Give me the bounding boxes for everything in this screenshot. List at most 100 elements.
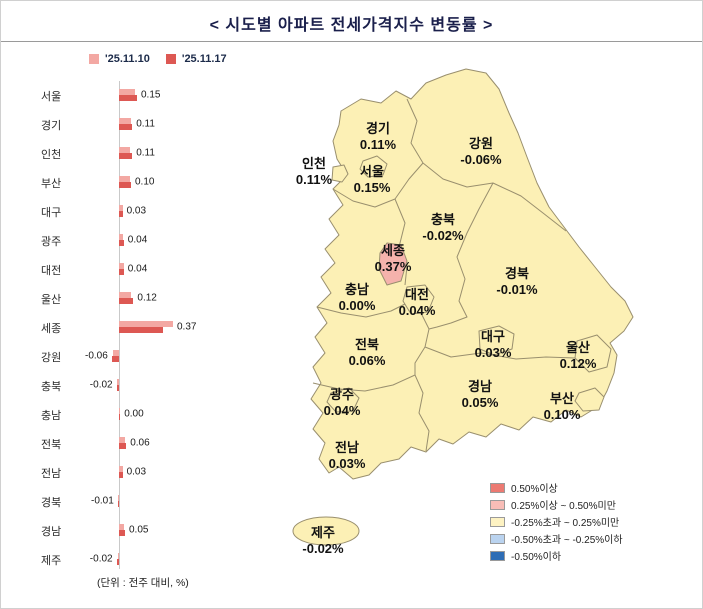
unit-note: (단위 : 전주 대비, %) [97,577,189,589]
bar-curr [119,298,134,304]
bar-category-label: 강원 [41,352,62,364]
bar-value-label: 0.04 [127,234,148,246]
border-jeonnam-gyeongnam [414,374,430,452]
bar-curr [119,530,125,536]
map-legend-item: -0.50%초과 ~ -0.25%이하 [490,530,623,547]
map-legend-item: -0.25%초과 ~ 0.25%미만 [490,513,623,530]
bar-curr [119,472,123,478]
bar-curr [119,124,133,130]
border-chungbuk-gyeongbuk [428,182,494,330]
region-ulsan [574,334,612,373]
map-legend-swatch [490,499,505,510]
bar-value-label: 0.06 [130,437,150,449]
bar-category-label: 부산 [41,178,62,190]
bar-category-label: 제주 [41,555,62,567]
bar-value-label: -0.02 [89,379,113,391]
bar-value-label: 0.11 [136,147,155,159]
province-borders [312,98,576,452]
map-legend-swatch [490,550,505,561]
bar-prev [113,350,119,356]
bar-prev [119,408,121,414]
title-divider [1,41,702,42]
border-gyeonggi-gangwon [406,98,424,164]
bar-value-label: -0.06 [85,350,108,362]
bar-curr [116,385,119,391]
border-gyeonggi-south [332,162,424,208]
map-legend-item: -0.50%이하 [490,547,623,564]
bar-prev [119,234,123,240]
bar-value-label: 0.12 [137,292,157,304]
map-legend-label: -0.50%초과 ~ -0.25%이하 [511,535,623,546]
region-daejeon [402,284,435,315]
border-gyeongbuk-gyeongnam [424,346,576,360]
bar-prev [119,89,135,95]
bar-value-label: 0.15 [141,89,161,101]
map-legend: 0.50%이상 0.25%이상 ~ 0.50%미만 -0.25%초과 ~ 0.25%… [490,479,623,564]
bar-value-label: 0.00 [124,408,144,420]
region-daegu [478,325,515,356]
bar-category-label: 대구 [41,207,62,219]
map-legend-label: -0.25%초과 ~ 0.25%미만 [511,518,620,529]
bar-category-label: 세종 [41,323,62,335]
bar-curr [116,559,119,565]
bar-value-label: 0.10 [135,176,155,188]
bar-curr [117,501,119,507]
region-sejong [378,242,408,286]
bar-prev [119,466,123,472]
bar-curr [119,182,131,188]
bar-curr [111,356,119,362]
bar-curr [119,269,124,275]
border-chungnam-jeonbuk [316,302,408,318]
legend-label-curr: '25.11.17 [181,53,227,65]
bar-value-label: 0.03 [126,205,147,217]
bar-prev [119,292,131,298]
map-legend-label: 0.50%이상 [511,484,558,495]
page-title: < 시도별 아파트 전세가격지수 변동률 > [209,17,494,34]
bar-value-label: 0.04 [127,263,148,275]
bar-prev [119,263,124,269]
bar-prev [119,118,131,124]
bar-category-label: 경남 [41,526,62,538]
bar-category-label: 경기 [41,120,62,132]
region-jeju [292,516,360,546]
bar-category-label: 광주 [41,236,62,248]
map-legend-label: -0.50%이하 [511,552,562,563]
korea-map [292,68,634,546]
bar-curr [119,414,120,420]
map-legend-swatch [490,533,505,544]
region-busan [574,387,605,412]
map-legend-swatch [490,482,505,493]
map-legend-label: 0.25%이상 ~ 0.50%미만 [511,501,616,512]
bar-category-label: 전남 [41,468,62,480]
bar-prev [119,205,123,211]
bar-prev [119,321,173,327]
map-legend-item: 0.50%이상 [490,479,623,496]
bar-value-label: -0.01 [91,495,114,507]
bar-prev [119,176,130,182]
bar-value-label: 0.05 [129,524,149,536]
bar-category-label: 울산 [41,294,62,306]
bar-curr [119,327,164,333]
bar-curr [119,443,127,449]
mainland-region [310,68,634,480]
border-jeonbuk-jeonnam [312,374,416,392]
bar-category-label: 경북 [41,497,62,509]
bar-category-label: 인천 [41,149,62,161]
bar-prev [119,524,124,530]
bar-category-label: 충북 [41,381,62,393]
legend-swatch-prev [89,54,99,64]
bar-prev [117,553,119,559]
region-gwangju [326,387,360,413]
bar-prev [117,495,119,501]
bar-value-label: -0.02 [89,553,113,565]
bar-prev [116,379,119,385]
bar-curr [119,211,123,217]
map-legend-swatch [490,516,505,527]
bar-category-label: 전북 [41,439,62,451]
bar-category-label: 대전 [41,265,62,277]
bar-value-label: 0.11 [136,118,155,130]
bar-value-label: 0.37 [177,321,197,333]
bar-curr [119,240,124,246]
bar-curr [119,153,133,159]
